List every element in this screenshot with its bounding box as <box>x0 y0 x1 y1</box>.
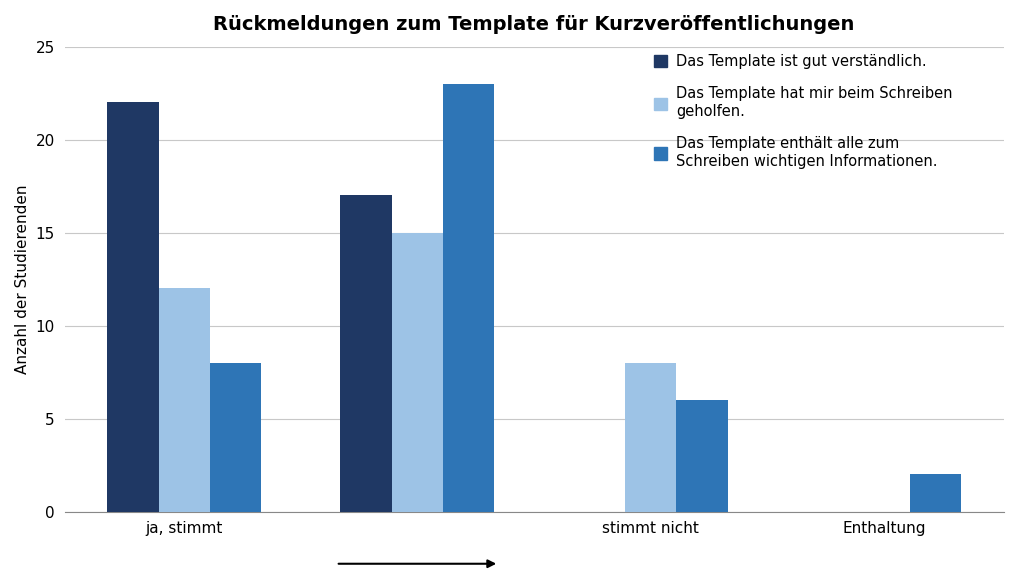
Title: Rückmeldungen zum Template für Kurzveröffentlichungen: Rückmeldungen zum Template für Kurzveröf… <box>214 15 855 34</box>
Bar <box>443 84 494 512</box>
Bar <box>107 102 159 512</box>
Bar <box>210 363 261 512</box>
Legend: Das Template ist gut verständlich., Das Template hat mir beim Schreiben
geholfen: Das Template ist gut verständlich., Das … <box>654 54 952 168</box>
Bar <box>341 196 392 512</box>
Bar <box>625 363 676 512</box>
Bar <box>676 400 727 512</box>
Bar <box>909 474 961 512</box>
Bar <box>159 288 210 512</box>
Bar <box>392 233 443 512</box>
Y-axis label: Anzahl der Studierenden: Anzahl der Studierenden <box>15 185 30 374</box>
